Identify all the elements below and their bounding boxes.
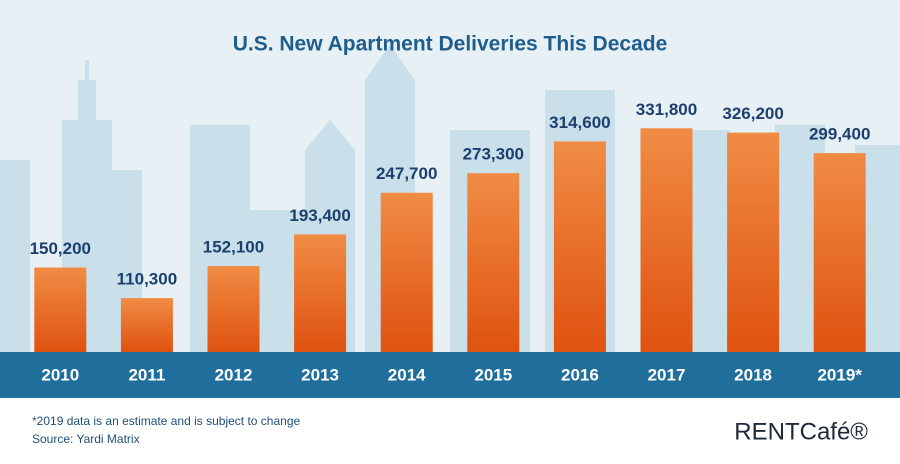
footer [0,398,900,464]
bar [380,192,433,352]
x-tick-label: 2011 [128,365,165,384]
x-tick-label: 2018 [734,365,772,384]
value-label: 314,600 [549,113,610,132]
value-label: 152,100 [203,238,264,257]
footnote: *2019 data is an estimate and is subject… [32,414,301,428]
bar [727,132,780,352]
x-tick-label: 2017 [648,365,686,384]
chart-title: U.S. New Apartment Deliveries This Decad… [233,33,668,56]
value-label: 110,300 [117,270,178,289]
value-label: 150,200 [30,239,91,258]
x-tick-label: 2013 [301,365,339,384]
source: Source: Yardi Matrix [32,432,140,446]
value-label: 299,400 [809,125,870,144]
bar [640,128,693,352]
bar [34,267,87,352]
x-tick-label: 2014 [388,365,426,384]
logo: RENTCafé® [734,418,868,445]
value-label: 326,200 [722,104,783,123]
x-tick-label: 2012 [215,365,253,384]
x-tick-label: 2016 [561,365,599,384]
axis-band [0,352,900,398]
bar [553,141,606,352]
bar [207,266,260,352]
value-label: 331,800 [636,100,697,119]
bar [120,298,173,352]
value-label: 193,400 [289,206,350,225]
x-tick-label: 2019* [817,365,862,384]
value-label: 273,300 [463,145,524,164]
bar [813,153,866,352]
bar [294,234,347,352]
x-tick-label: 2015 [474,365,512,384]
bar [467,173,520,352]
x-tick-label: 2010 [41,365,79,384]
value-label: 247,700 [376,164,437,183]
